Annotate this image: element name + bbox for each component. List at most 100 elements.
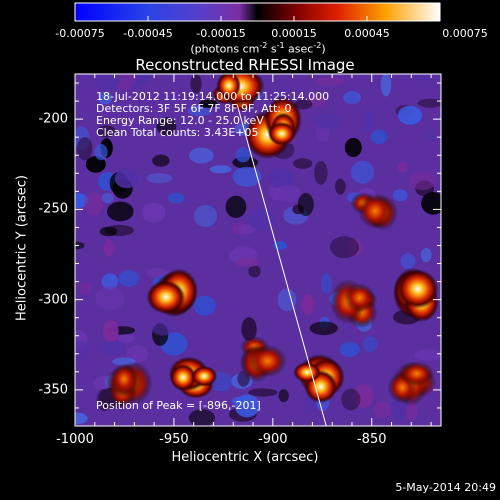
hotspot (397, 269, 439, 309)
annotation-peak: Position of Peak = [-896,-201] (96, 399, 261, 412)
colorbar-tick-label: -0.00045 (123, 27, 173, 40)
colorbar-tick-label: 0.00075 (442, 27, 488, 40)
x-tick-label: -950 (159, 432, 189, 447)
colorbar-gradient (74, 2, 441, 22)
mottle-blob (84, 192, 104, 216)
mottle-blob (301, 294, 315, 315)
hotspot (399, 361, 435, 387)
x-tick-label: -900 (258, 432, 288, 447)
mottle-blob (95, 286, 125, 311)
mottle-blob (343, 91, 362, 104)
mottle-blob (417, 98, 441, 108)
mottle-blob (316, 77, 344, 86)
hotspot (169, 363, 197, 391)
mottle-blob (193, 205, 218, 228)
mottle-blob (315, 125, 330, 142)
y-axis-label: Heliocentric Y (arcsec) (14, 175, 30, 321)
colorbar-tick-label: 0.00045 (344, 27, 390, 40)
mottle-blob (126, 345, 148, 363)
mottle-blob (188, 409, 215, 426)
hotspot (293, 362, 321, 383)
mottle-blob (151, 321, 175, 336)
mottle-blob (314, 113, 342, 129)
mottle-blob (97, 341, 126, 356)
mottle-blob (277, 288, 297, 312)
mottle-blob (380, 74, 392, 97)
mottle-blob (146, 173, 173, 184)
mottle-blob (297, 192, 314, 217)
hotspot (216, 74, 241, 99)
mottle-blob (237, 224, 256, 235)
mottle-blob (235, 257, 260, 268)
mottle-blob (103, 320, 119, 343)
mottle-blob (309, 321, 338, 336)
mottle-blob (341, 388, 361, 411)
footer-date: 5-May-2014 20:49 (395, 481, 496, 494)
y-tick-label: -300 (38, 292, 68, 308)
hotspot (191, 365, 218, 387)
mottle-blob (194, 295, 216, 316)
colorbar (74, 2, 441, 22)
x-tick-label: -850 (356, 432, 387, 447)
mottle-blob (335, 178, 346, 195)
mottle-blob (294, 99, 313, 110)
annotation-detectors: Detectors: 3F 5F 6F 7F 8F 9F, Att: 0 (96, 102, 292, 115)
x-axis-label: Heliocentric X (arcsec) (171, 450, 319, 465)
hotspot (110, 363, 138, 395)
annotation-energy: Energy Range: 12.0 - 25.0 keV (96, 114, 264, 127)
mottle-blob (320, 273, 332, 294)
mottle-blob (248, 265, 261, 278)
mottle-blob (77, 137, 93, 161)
mottle-blob (101, 192, 114, 204)
mottle-blob (103, 239, 115, 257)
mottle-blob (75, 341, 91, 361)
mottle-blob (361, 110, 374, 132)
mottle-blob (190, 74, 202, 94)
mottle-blob (101, 273, 118, 290)
annotation-time: 18-Jul-2012 11:19:14.000 to 11:25:14.000 (96, 90, 330, 103)
mottle-blob (293, 158, 313, 170)
colorbar-tick-label: -0.00075 (55, 27, 105, 40)
mottle-blob (232, 166, 262, 187)
y-tick-label: -350 (38, 382, 68, 398)
mottle-blob (75, 412, 88, 425)
mottle-blob (231, 396, 255, 406)
hotspot (248, 344, 287, 378)
mottle-blob (408, 171, 437, 191)
mottle-blob (267, 168, 294, 188)
hotspots (105, 74, 439, 409)
limb-line (236, 104, 327, 426)
colorbar-tick-label: 0.00015 (271, 27, 317, 40)
mottle-blob (398, 105, 423, 125)
mottle-blob (392, 189, 408, 202)
mottle-blob (189, 147, 214, 164)
colorbar-tick-label: -0.00015 (196, 27, 246, 40)
mottle-blob (75, 241, 85, 250)
mottle-blob (425, 132, 438, 141)
colorbar-ticks (74, 16, 441, 21)
mottle-blob (278, 389, 289, 403)
hotspot (267, 121, 296, 146)
mottle-blob (421, 192, 441, 215)
mottle-blob (78, 282, 92, 295)
plot-frame (74, 73, 442, 427)
mottle-blob (156, 117, 177, 136)
hotspot (358, 193, 393, 229)
mottle-blob (370, 129, 388, 145)
mottle-blob (400, 253, 416, 269)
axis-ticks (74, 74, 441, 427)
mottle-blob (96, 125, 116, 138)
mottle-blob (241, 317, 257, 342)
mottle-blob (98, 91, 113, 105)
mottle-blob (314, 161, 328, 185)
mottle-blob (420, 248, 432, 263)
mottle-blob (94, 144, 108, 161)
mottle-blob (225, 195, 247, 218)
mottle-blob (330, 236, 359, 259)
mottle-blob (117, 334, 135, 343)
annotation-counts: Clean Total counts: 3.43E+05 (96, 126, 259, 139)
mottle-blob (248, 388, 278, 397)
mottle-blob (209, 165, 232, 174)
mottle-blob (141, 202, 166, 223)
